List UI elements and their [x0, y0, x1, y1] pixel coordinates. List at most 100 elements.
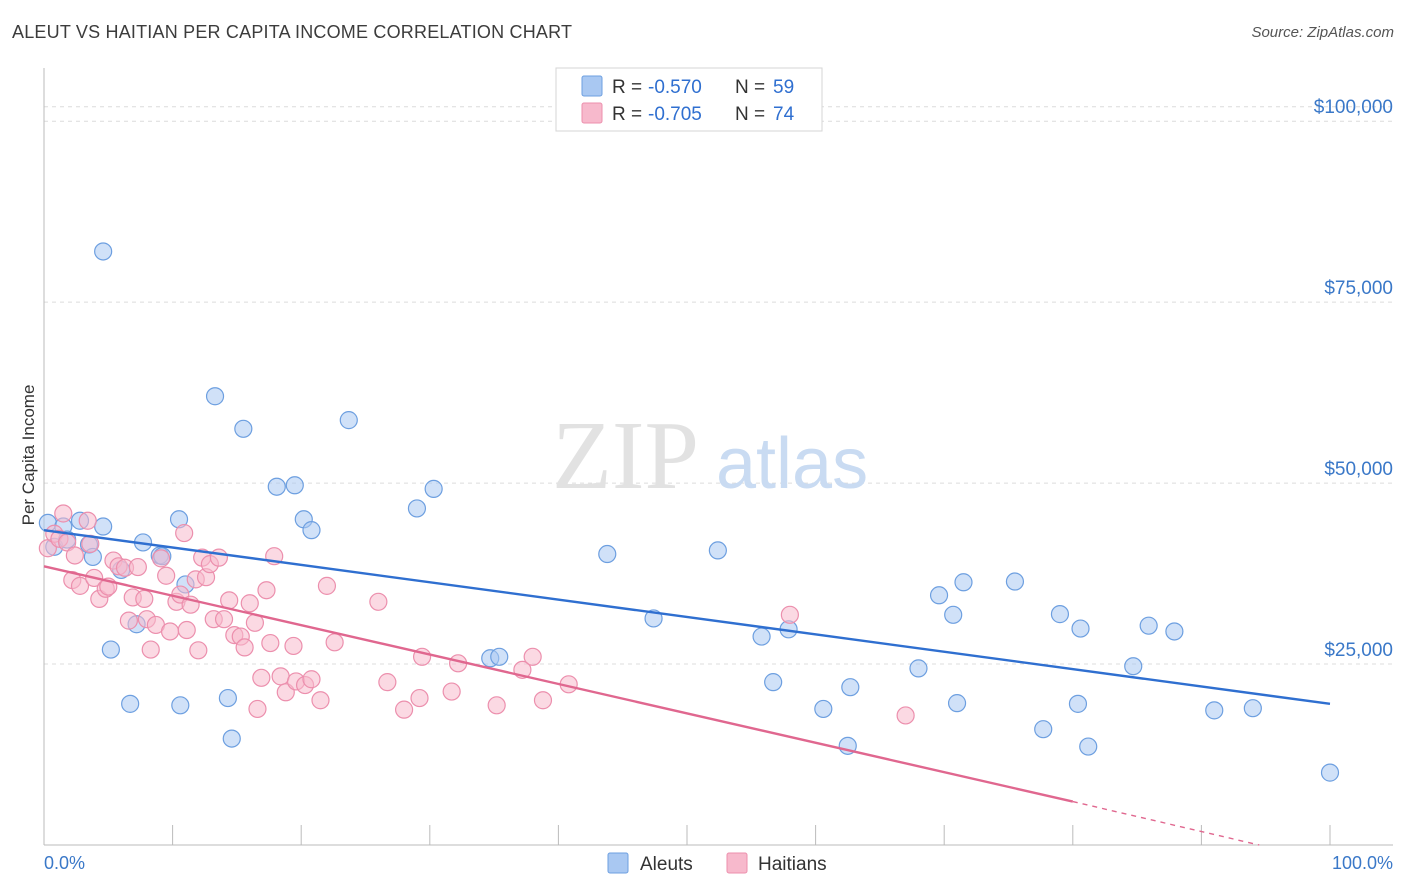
y-tick-labels: $25,000 $50,000 $75,000 $100,000 — [1314, 97, 1393, 661]
haitian-point — [252, 668, 271, 687]
aleut-point — [234, 419, 253, 438]
aleut-point — [490, 647, 509, 666]
haitian-point — [302, 670, 321, 689]
haitian-point — [533, 691, 553, 710]
haitian-point — [284, 636, 303, 656]
legend-swatch-aleuts — [581, 75, 603, 97]
aleut-point — [1034, 720, 1053, 739]
haitian-point — [442, 682, 461, 701]
axes — [43, 68, 1393, 846]
haitian-point — [65, 546, 84, 565]
haitian-point — [487, 696, 506, 715]
aleut-point — [94, 517, 113, 536]
haitian-point — [235, 638, 254, 657]
aleut-point — [1124, 657, 1143, 676]
haitian-point — [135, 589, 154, 609]
source-label: Source: ZipAtlas.com — [1251, 24, 1394, 41]
legend-swatch-haitians — [581, 102, 603, 124]
aleut-point — [1320, 763, 1340, 782]
aleut-point — [222, 729, 241, 748]
haitian-point — [54, 504, 73, 523]
trend-line-haitians — [43, 565, 1074, 803]
x-tick-label-start: 0.0% — [44, 853, 85, 873]
aleut-point — [302, 521, 321, 540]
y-tick-label: $25,000 — [1324, 640, 1393, 661]
haitian-point — [160, 622, 180, 641]
haitian-point — [378, 673, 397, 692]
legend-r-label-aleuts: R = — [612, 77, 642, 98]
haitian-point — [261, 633, 280, 653]
legend-r-value-aleuts: -0.570 — [648, 77, 702, 98]
aleut-point — [1068, 694, 1088, 713]
haitian-point — [141, 640, 160, 659]
aleut-point — [267, 477, 286, 496]
haitian-point — [523, 647, 542, 666]
legend-n-value-haitians: 74 — [773, 104, 795, 125]
bottom-legend-swatch-haitians — [726, 852, 748, 874]
haitian-point — [70, 576, 90, 595]
aleut-point — [285, 476, 304, 495]
aleut-point — [171, 696, 190, 715]
haitian-point — [151, 549, 171, 568]
aleut-point — [954, 573, 973, 592]
haitian-point — [896, 706, 915, 725]
legend-n-label-haitians: N = — [735, 104, 765, 125]
aleut-point — [708, 541, 727, 560]
watermark-zip: ZIP — [552, 402, 699, 510]
grid-lines — [44, 106, 1393, 665]
aleut-point — [1139, 616, 1158, 635]
aleut-point — [1243, 699, 1262, 718]
watermark-atlas: atlas — [716, 424, 868, 504]
haitian-point — [175, 523, 194, 543]
aleut-point — [1205, 701, 1224, 720]
aleut-point — [94, 242, 113, 261]
haitian-point — [209, 548, 228, 567]
aleut-point — [1005, 572, 1025, 591]
haitian-point — [119, 611, 138, 630]
haitian-point — [780, 605, 799, 624]
y-tick-label: $75,000 — [1324, 278, 1393, 299]
x-tick-label-end: 100.0% — [1332, 853, 1393, 873]
aleut-point — [1079, 737, 1098, 756]
aleut-point — [1165, 622, 1184, 641]
trend-lines — [43, 528, 1331, 846]
aleut-point — [1071, 619, 1090, 638]
aleut-point — [947, 694, 967, 713]
aleut-point — [598, 544, 617, 564]
aleut-point — [101, 640, 120, 659]
aleut-point — [944, 605, 963, 624]
y-tick-label: $100,000 — [1314, 97, 1393, 118]
y-axis-title: Per Capita Income — [19, 385, 38, 526]
chart-title: ALEUT VS HAITIAN PER CAPITA INCOME CORRE… — [12, 22, 573, 42]
haitian-point — [311, 691, 330, 710]
haitian-point — [369, 592, 388, 611]
aleut-point — [121, 694, 140, 713]
haitian-point — [248, 699, 267, 719]
aleut-point — [205, 387, 225, 406]
series-legend: Aleuts Haitians — [607, 852, 827, 875]
aleut-point — [841, 678, 860, 697]
data-points — [38, 242, 1340, 782]
haitian-point — [257, 581, 276, 600]
aleut-point — [814, 699, 833, 719]
trend-line-extension-haitians — [1072, 800, 1260, 846]
haitian-point — [394, 700, 414, 719]
haitian-point — [78, 511, 97, 530]
bottom-legend-label-haitians: Haitians — [758, 854, 827, 875]
haitian-point — [271, 667, 290, 686]
aleut-point — [909, 659, 928, 678]
haitian-point — [128, 557, 147, 577]
legend-n-label-aleuts: N = — [735, 77, 765, 98]
aleut-point — [764, 673, 783, 692]
haitian-point — [317, 576, 337, 595]
aleut-point — [339, 411, 358, 430]
haitian-point — [325, 633, 344, 652]
legend-n-value-aleuts: 59 — [773, 77, 794, 98]
aleut-point — [929, 586, 949, 605]
trend-line-aleuts — [43, 528, 1331, 706]
watermark: ZIP atlas — [552, 402, 868, 510]
correlation-legend: R = -0.570 N = 59 R = -0.705 N = 74 — [555, 67, 823, 132]
haitian-point — [189, 641, 208, 660]
aleut-point — [1050, 605, 1070, 624]
